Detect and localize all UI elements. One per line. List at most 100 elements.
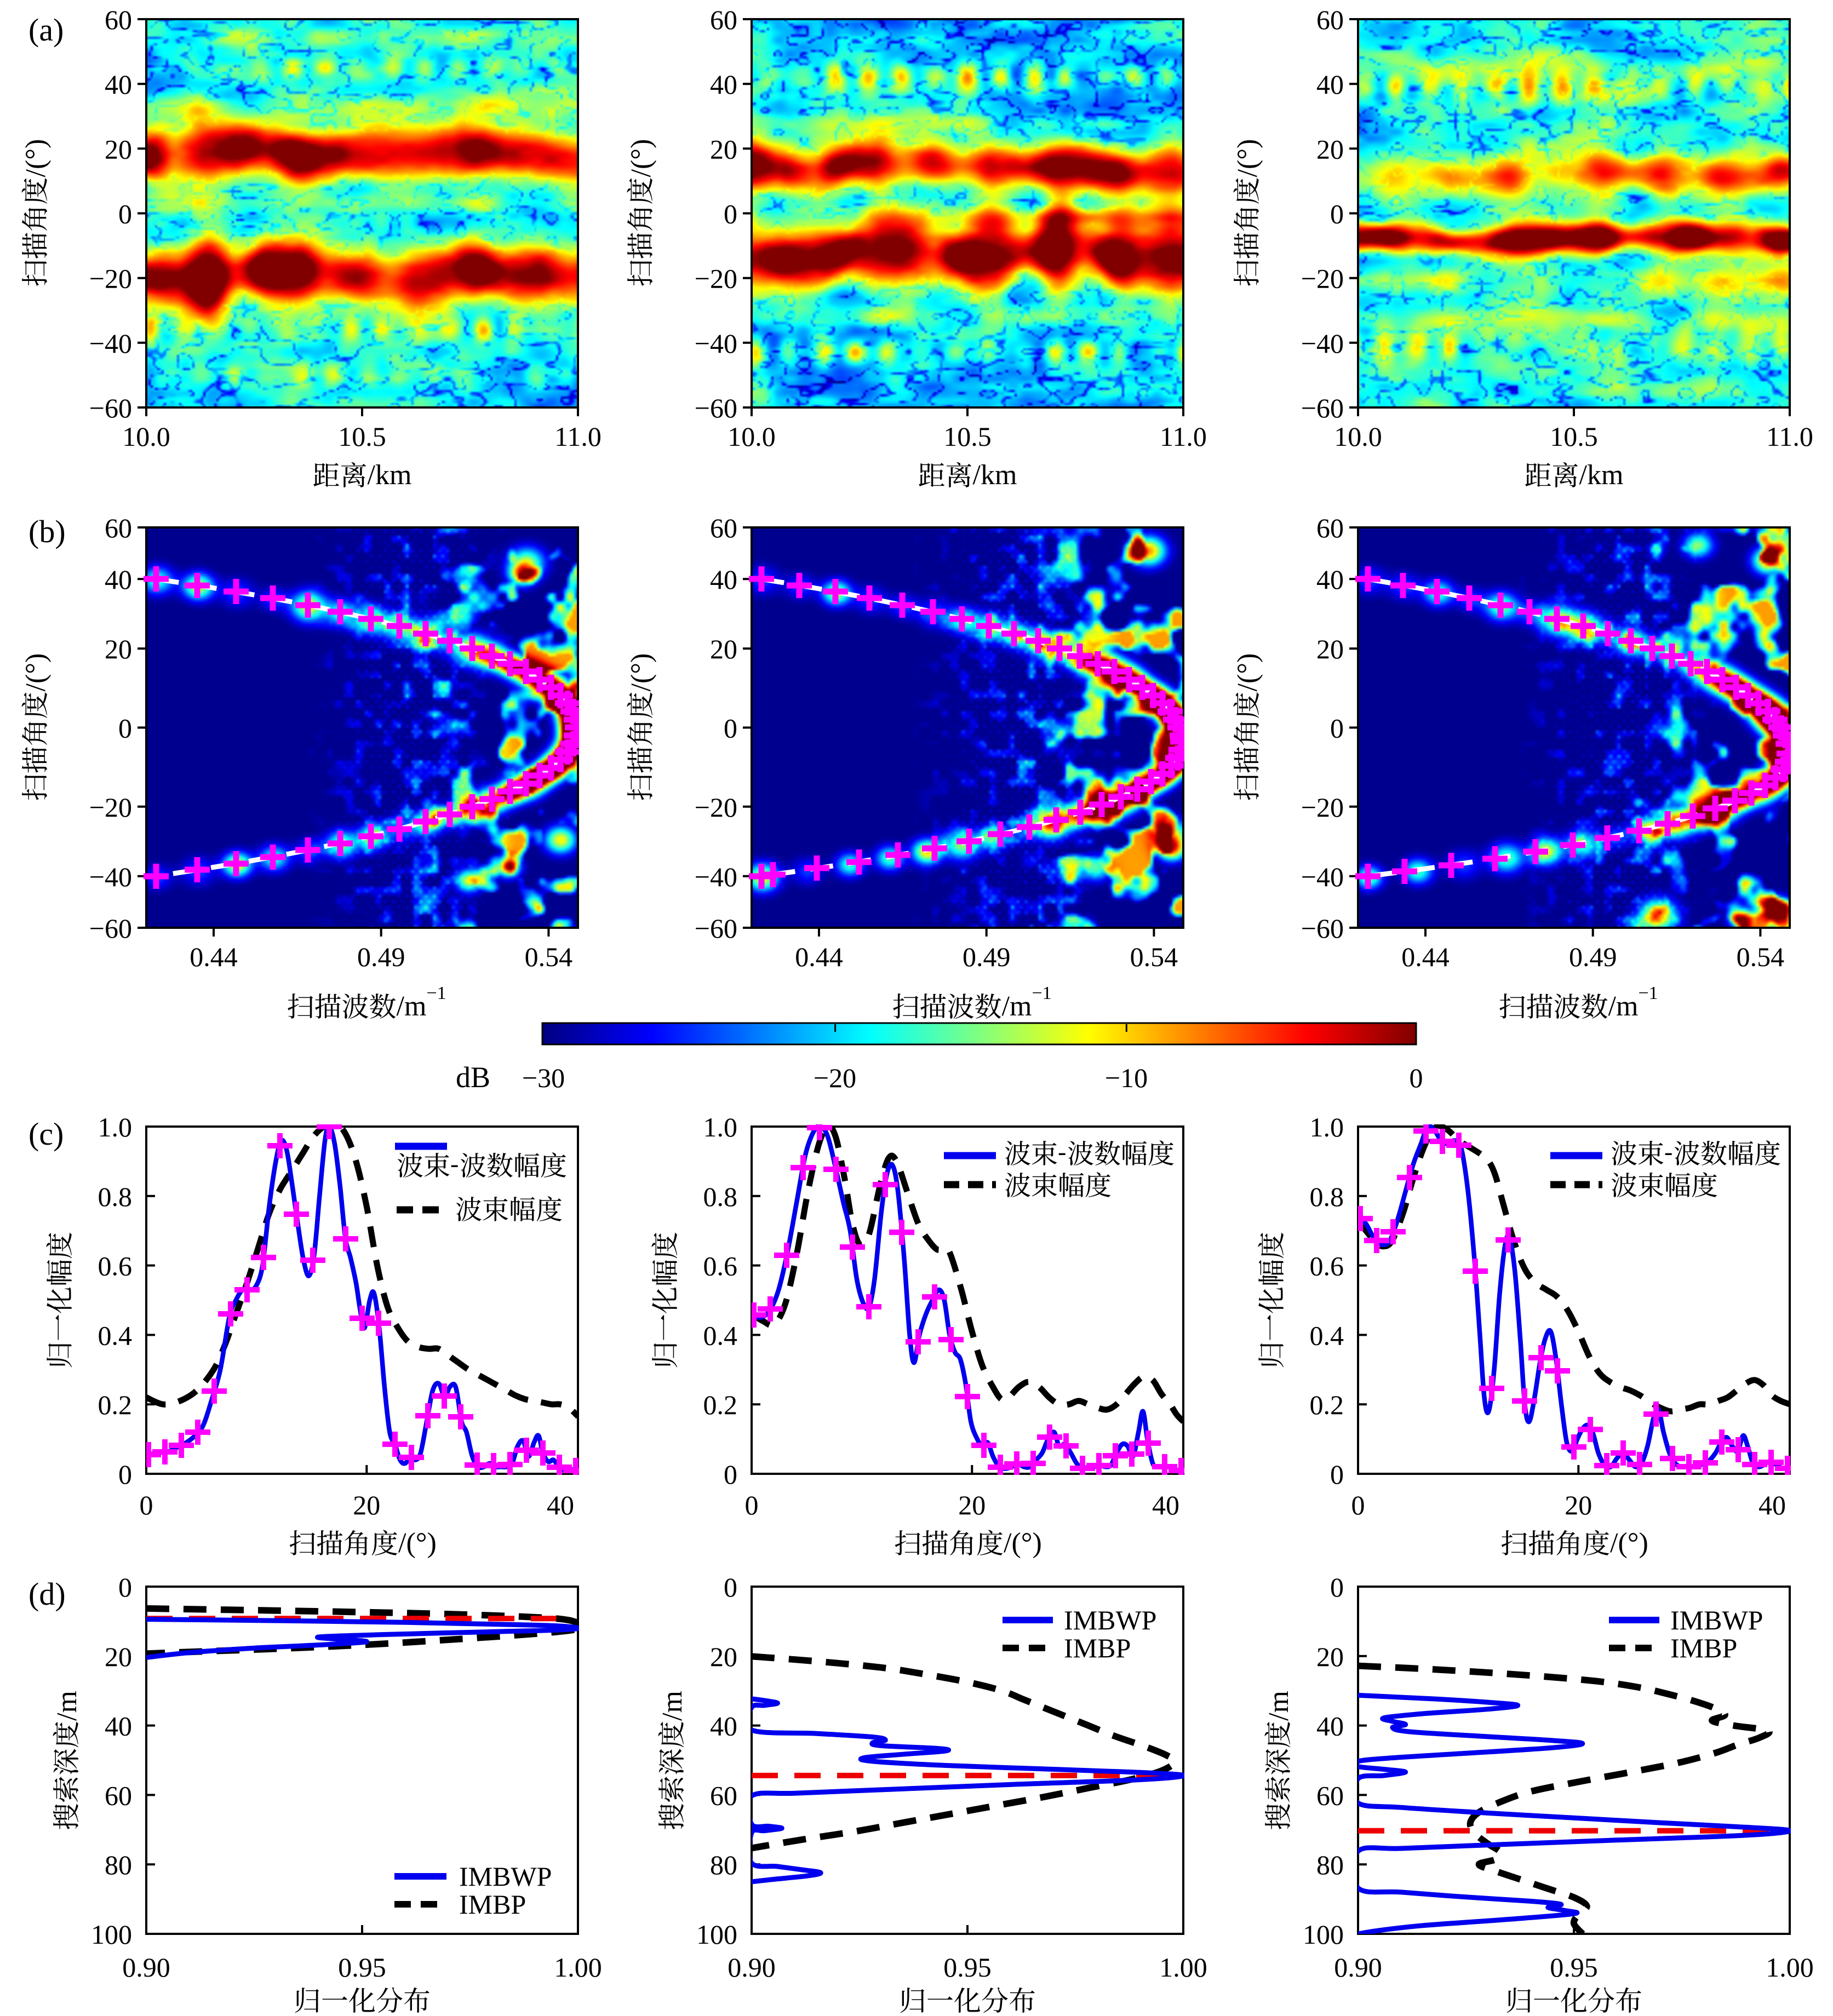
svg-text:0: 0 — [1330, 1572, 1344, 1603]
svg-text:0.44: 0.44 — [190, 941, 238, 972]
svg-text:−60: −60 — [695, 393, 737, 423]
svg-text:−20: −20 — [695, 263, 737, 294]
svg-text:0.2: 0.2 — [703, 1389, 738, 1420]
svg-text:20: 20 — [1316, 134, 1344, 164]
svg-text:0.8: 0.8 — [98, 1181, 133, 1212]
svg-text:80: 80 — [1316, 1850, 1344, 1880]
svg-text:0.49: 0.49 — [963, 941, 1011, 972]
svg-text:IMBWP: IMBWP — [1670, 1605, 1763, 1635]
svg-text:−40: −40 — [1301, 861, 1344, 892]
svg-text:0.44: 0.44 — [795, 941, 843, 972]
svg-text:/(°): /(°) — [1610, 1527, 1648, 1559]
svg-text:IMBP: IMBP — [1670, 1633, 1737, 1663]
svg-text:10.5: 10.5 — [338, 421, 386, 452]
svg-text:0.90: 0.90 — [1334, 1952, 1382, 1983]
svg-text:-: - — [450, 1150, 459, 1178]
svg-text:IMBWP: IMBWP — [1064, 1605, 1156, 1635]
svg-text:−1: −1 — [427, 983, 446, 1003]
svg-text:/(°): /(°) — [626, 653, 657, 692]
svg-text:60: 60 — [710, 513, 737, 543]
svg-text:0: 0 — [1330, 713, 1344, 744]
svg-text:/(°): /(°) — [398, 1527, 437, 1559]
svg-text:20: 20 — [958, 1490, 986, 1520]
svg-text:−1: −1 — [1032, 983, 1052, 1003]
svg-text:−60: −60 — [89, 913, 132, 944]
svg-text:0.6: 0.6 — [703, 1251, 738, 1282]
svg-text:0.90: 0.90 — [728, 1952, 776, 1983]
svg-text:20: 20 — [710, 134, 737, 164]
svg-text:/m: /m — [397, 991, 427, 1022]
svg-text:/km: /km — [1579, 460, 1624, 491]
svg-text:100: 100 — [91, 1919, 132, 1950]
svg-text:1.0: 1.0 — [703, 1112, 738, 1142]
svg-text:/m: /m — [1002, 991, 1032, 1022]
svg-text:−40: −40 — [695, 861, 737, 892]
svg-text:0.2: 0.2 — [98, 1389, 133, 1420]
svg-text:20: 20 — [1316, 1641, 1344, 1672]
svg-text:(d): (d) — [28, 1576, 66, 1612]
svg-text:0.6: 0.6 — [1310, 1251, 1344, 1282]
svg-text:20: 20 — [353, 1490, 380, 1520]
svg-text:−20: −20 — [1301, 792, 1344, 823]
svg-text:(a): (a) — [28, 12, 64, 48]
svg-text:60: 60 — [1316, 1780, 1344, 1811]
svg-text:/(°): /(°) — [1232, 653, 1263, 692]
svg-text:0.8: 0.8 — [1310, 1181, 1344, 1212]
svg-text:0: 0 — [118, 1572, 132, 1603]
svg-text:−40: −40 — [1301, 328, 1344, 359]
svg-text:40: 40 — [710, 69, 737, 100]
svg-text:0: 0 — [724, 199, 737, 229]
svg-text:80: 80 — [710, 1850, 737, 1880]
svg-text:/m: /m — [657, 1691, 688, 1721]
svg-text:−20: −20 — [89, 263, 132, 294]
svg-text:60: 60 — [105, 1780, 132, 1811]
svg-text:/(°): /(°) — [626, 139, 657, 177]
svg-text:40: 40 — [710, 1711, 737, 1742]
svg-text:100: 100 — [1303, 1919, 1344, 1950]
svg-text:60: 60 — [710, 1780, 737, 1811]
svg-text:−40: −40 — [695, 328, 737, 359]
svg-text:−60: −60 — [89, 393, 132, 423]
svg-text:20: 20 — [105, 634, 132, 664]
svg-text:20: 20 — [1565, 1490, 1592, 1520]
svg-text:−20: −20 — [1301, 263, 1344, 294]
svg-text:100: 100 — [696, 1919, 737, 1950]
svg-text:11.0: 11.0 — [554, 421, 602, 452]
svg-text:/km: /km — [368, 460, 412, 491]
svg-text:11.0: 11.0 — [1766, 421, 1813, 452]
svg-text:10.0: 10.0 — [728, 421, 776, 452]
svg-text:0.44: 0.44 — [1401, 941, 1450, 972]
svg-text:80: 80 — [105, 1850, 132, 1880]
svg-text:/km: /km — [973, 460, 1017, 491]
svg-text:0.4: 0.4 — [1310, 1320, 1344, 1351]
svg-text:0: 0 — [140, 1490, 153, 1520]
svg-text:−1: −1 — [1639, 983, 1658, 1003]
svg-text:0: 0 — [1330, 199, 1344, 229]
svg-text:/m: /m — [1608, 991, 1639, 1022]
svg-text:(b): (b) — [28, 514, 66, 549]
svg-text:0.95: 0.95 — [338, 1952, 386, 1983]
svg-text:0: 0 — [1330, 1459, 1344, 1490]
svg-text:−20: −20 — [695, 792, 737, 823]
svg-text:10.5: 10.5 — [1550, 421, 1598, 452]
svg-text:-: - — [1664, 1138, 1672, 1165]
svg-text:60: 60 — [105, 513, 132, 543]
svg-text:−30: −30 — [522, 1062, 565, 1093]
svg-text:(c): (c) — [28, 1116, 64, 1152]
svg-text:40: 40 — [710, 564, 737, 595]
svg-text:0.54: 0.54 — [525, 941, 573, 972]
svg-text:0.6: 0.6 — [98, 1251, 133, 1282]
svg-text:0.4: 0.4 — [98, 1320, 133, 1351]
svg-text:−20: −20 — [89, 792, 132, 823]
svg-text:0.8: 0.8 — [703, 1181, 738, 1212]
svg-text:20: 20 — [105, 134, 132, 164]
svg-text:1.0: 1.0 — [1310, 1112, 1344, 1142]
svg-text:1.00: 1.00 — [1159, 1952, 1207, 1983]
svg-text:IMBP: IMBP — [1064, 1633, 1131, 1663]
svg-text:−40: −40 — [89, 328, 132, 359]
svg-text:40: 40 — [1316, 564, 1344, 595]
svg-text:1.0: 1.0 — [98, 1112, 133, 1142]
svg-text:0: 0 — [1351, 1490, 1365, 1520]
svg-text:0.2: 0.2 — [1310, 1389, 1344, 1420]
svg-text:0.90: 0.90 — [122, 1952, 170, 1983]
